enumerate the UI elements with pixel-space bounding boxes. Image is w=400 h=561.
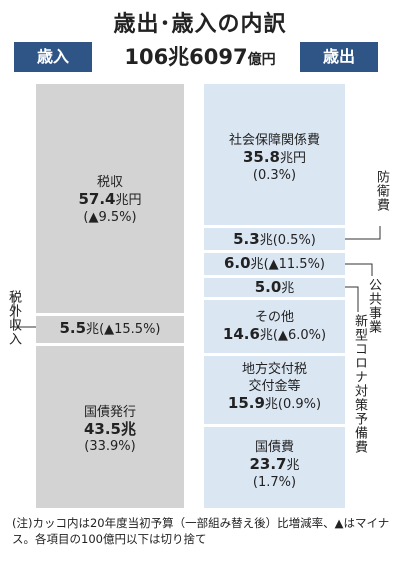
footnote: (注)カッコ内は20年度当初予算（一部組み替え後）比増減率、▲はマイナス。各項目… [12, 516, 390, 546]
nontax-leader [13, 295, 36, 328]
bonds-unit: 兆 [121, 420, 137, 438]
defense-block: 5.3兆(0.5%) [204, 231, 345, 249]
corona-leader [345, 286, 359, 312]
local-amount: 15.9兆(0.9%) [204, 395, 345, 413]
defense-value: 5.3 [233, 230, 260, 248]
corona-block: 5.0兆 [204, 279, 345, 297]
bonds-block: 国債発行 43.5兆 (33.9%) [36, 404, 184, 455]
other-amount: 14.6兆(▲6.0%) [204, 326, 345, 344]
bonds-name: 国債発行 [83, 405, 136, 420]
public-works-change: (▲11.5%) [263, 257, 326, 272]
revenue-header: 歳入 [14, 42, 92, 72]
public-works-label: 公共事業 [366, 278, 381, 334]
revenue-column: 税収 57.4兆円 (▲9.5%) 5.5兆(▲15.5%) 国債発行 43.5… [36, 84, 184, 508]
bonds-amount: 43.5兆 [36, 421, 184, 438]
social-value: 35.8 [242, 148, 280, 166]
social-change: (0.3%) [252, 168, 297, 183]
tax-block: 税収 57.4兆円 (▲9.5%) [36, 174, 184, 226]
total-amount: 106兆6097億円 [105, 40, 295, 77]
other-unit: 兆 [259, 328, 273, 343]
nontax-label: 税外収入 [6, 290, 21, 346]
tax-name: 税収 [96, 175, 123, 190]
defense-unit: 兆 [259, 233, 273, 248]
debt-name: 国債費 [254, 440, 294, 455]
local-unit: 兆 [264, 397, 278, 412]
tax-unit: 兆円 [115, 193, 142, 208]
exp-divider-2 [204, 250, 345, 253]
nontax-block: 5.5兆(▲15.5%) [36, 320, 184, 338]
social-name: 社会保障関係費 [228, 133, 320, 148]
tax-amount: 57.4兆円 [36, 191, 184, 209]
exp-divider-6 [204, 424, 345, 427]
bonds-value: 43.5 [83, 420, 121, 438]
local-name-2: 交付金等 [248, 379, 301, 394]
debt-block: 国債費 23.7兆 (1.7%) [204, 439, 345, 491]
debt-value: 23.7 [249, 455, 287, 473]
public-works-unit: 兆 [250, 257, 264, 272]
page-title: 歳出･歳入の内訳 [113, 12, 287, 37]
nontax-unit: 兆 [86, 322, 100, 337]
defense-leader [345, 226, 381, 240]
corona-label: 新型コロナ対策予備費 [352, 314, 367, 454]
debt-change: (1.7%) [252, 475, 297, 490]
tax-value: 57.4 [78, 190, 116, 208]
local-value: 15.9 [227, 394, 265, 412]
public-works-value: 6.0 [223, 254, 251, 272]
nontax-change: (▲15.5%) [99, 322, 161, 337]
other-change: (▲6.0%) [272, 328, 327, 343]
public-works-leader [345, 263, 373, 276]
other-block: その他 14.6兆(▲6.0%) [204, 309, 345, 344]
debt-unit: 兆 [286, 458, 300, 473]
other-value: 14.6 [222, 325, 260, 343]
defense-change: (0.5%) [272, 233, 316, 248]
expenditure-column: 社会保障関係費 35.8兆円 (0.3%) 5.3兆(0.5%) 6.0兆(▲1… [204, 84, 345, 508]
exp-divider-3 [204, 275, 345, 278]
social-block: 社会保障関係費 35.8兆円 (0.3%) [204, 132, 345, 184]
social-unit: 兆円 [280, 151, 307, 166]
social-amount: 35.8兆円 [204, 149, 345, 167]
local-block: 地方交付税 交付金等 15.9兆(0.9%) [204, 361, 345, 413]
tax-change: (▲9.5%) [83, 210, 137, 225]
corona-value: 5.0 [254, 278, 282, 296]
exp-divider-1 [204, 225, 345, 228]
local-change: (0.9%) [277, 397, 322, 412]
revenue-divider-1 [36, 313, 184, 316]
local-name-1: 地方交付税 [241, 362, 307, 377]
exp-divider-5 [204, 353, 345, 356]
debt-amount: 23.7兆 [204, 456, 345, 474]
defense-label: 防衛費 [374, 170, 389, 212]
other-name: その他 [254, 310, 294, 325]
public-works-block: 6.0兆(▲11.5%) [204, 255, 345, 273]
total-value: 106兆6097 [124, 45, 248, 69]
corona-unit: 兆 [281, 281, 295, 296]
exp-divider-4 [204, 297, 345, 300]
expenditure-header: 歳出 [300, 42, 378, 72]
bonds-change: (33.9%) [84, 439, 136, 454]
nontax-value: 5.5 [59, 319, 87, 337]
total-unit: 億円 [247, 52, 276, 68]
revenue-divider-2 [36, 343, 184, 346]
